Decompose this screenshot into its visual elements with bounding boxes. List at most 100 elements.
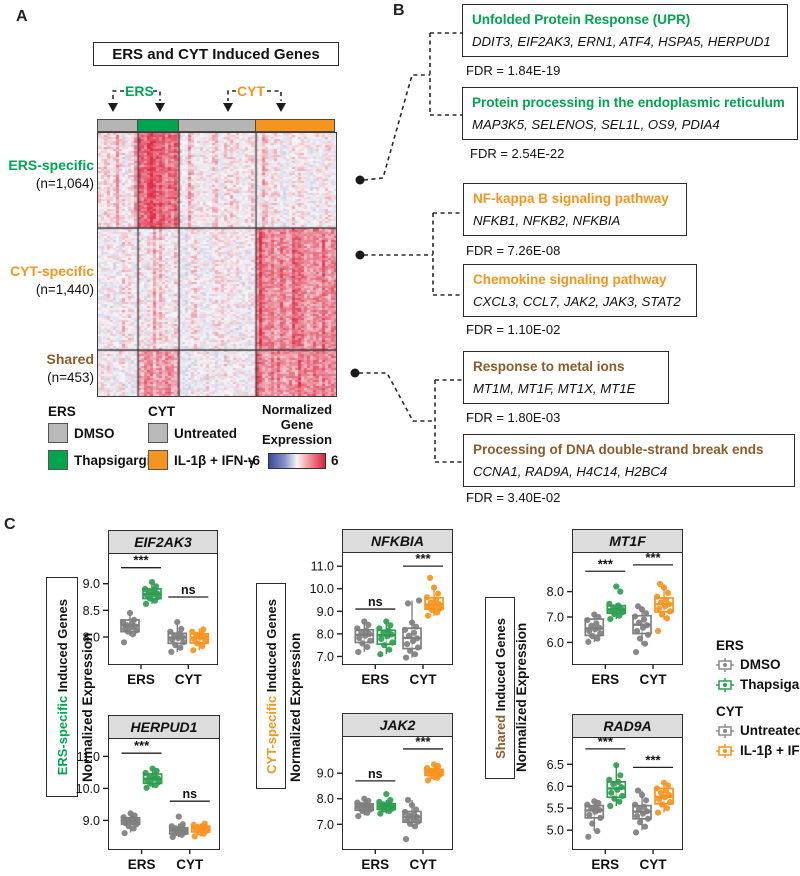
dashed-connectors <box>359 32 463 463</box>
colorbar-gradient <box>268 453 326 469</box>
svg-text:9.0: 9.0 <box>83 814 100 828</box>
svg-text:ERS: ERS <box>361 857 389 872</box>
gene-title-strip: JAK2 <box>343 714 452 737</box>
pathway-box-chemokine: Chemokine signaling pathway CXCL3, CCL7,… <box>463 264 697 317</box>
svg-text:***: *** <box>598 556 614 571</box>
legend-untreated-swatch <box>148 423 168 443</box>
panel-a-label: A <box>16 8 28 25</box>
boxplot-glyph-icon <box>716 657 734 672</box>
fdr-chemokine: FDR = 1.10E-02 <box>466 322 561 337</box>
svg-text:10.0: 10.0 <box>76 782 100 796</box>
svg-text:***: *** <box>415 551 431 566</box>
boxplot-svg: 6.0 7.0 8.0 ERS *** CYT *** <box>547 550 674 687</box>
svg-text:8.0: 8.0 <box>317 792 334 806</box>
svg-text:ns: ns <box>181 583 196 597</box>
svg-text:5.0: 5.0 <box>547 824 564 838</box>
boxplot-glyph-icon <box>716 723 734 738</box>
label-shared-induced-genes: Shared Induced Genes <box>485 597 515 779</box>
svg-text:11.0: 11.0 <box>77 750 100 764</box>
svg-text:5.5: 5.5 <box>547 802 564 816</box>
boxplot-svg: 9.0 10.0 11.0 ERS *** CYT ns <box>76 738 211 872</box>
row-label-cyt-specific: CYT-specific (n=1,440) <box>9 263 94 297</box>
legend-untreated-label: Untreated <box>174 426 238 441</box>
panel-c-legend: ERS DMSO Thapsigargin CYT Untreated IL-1… <box>716 638 800 763</box>
svg-text:8.0: 8.0 <box>83 631 100 645</box>
svg-text:***: *** <box>645 752 661 767</box>
boxplot-svg: 7.0 8.0 9.0 10.0 11.0 ERS ns CYT *** <box>310 551 444 687</box>
header-il1b-ifng-block <box>255 119 335 132</box>
svg-text:ns: ns <box>182 787 197 801</box>
column-arrows <box>108 103 286 112</box>
legend-ers-title: ERS <box>48 404 76 419</box>
svg-text:ERS: ERS <box>127 672 155 687</box>
svg-text:ERS: ERS <box>361 672 389 687</box>
boxplot-svg: 8.0 8.5 9.0 ERS *** CYT ns <box>83 553 210 687</box>
svg-text:ns: ns <box>368 595 383 609</box>
fdr-dna-break: FDR = 3.40E-02 <box>466 490 561 505</box>
svg-text:ERS: ERS <box>591 672 619 687</box>
svg-text:8.0: 8.0 <box>317 627 334 641</box>
gene-title-strip: RAD9A <box>573 715 682 738</box>
boxplot-svg: 7.0 8.0 9.0 ERS ns CYT *** <box>317 734 444 872</box>
colorbar-min-label: -6 <box>248 453 261 468</box>
svg-text:10.0: 10.0 <box>310 582 334 596</box>
gene-title-strip: EIF2AK3 <box>109 531 217 554</box>
colorbar-title-line2: Gene <box>280 417 314 432</box>
fdr-metal-ions: FDR = 1.80E-03 <box>466 410 561 425</box>
panel-c-label: C <box>4 516 16 533</box>
svg-text:***: *** <box>415 734 431 749</box>
label-ers-specific-induced-genes: ERS-specific Induced Genes <box>46 577 78 797</box>
gene-title-strip: HERPUD1 <box>109 716 219 739</box>
svg-text:9.0: 9.0 <box>317 605 334 619</box>
label-cyt-specific-induced-genes: CYT-specific Induced Genes <box>256 583 286 789</box>
legend-item-untreated: Untreated <box>716 723 800 738</box>
colorbar-title-line1: Normalized <box>261 402 333 417</box>
legend-ers-header: ERS <box>716 638 744 653</box>
svg-text:7.0: 7.0 <box>317 650 334 664</box>
legend-cyt-title: CYT <box>148 404 175 419</box>
legend-item-dmso: DMSO <box>716 657 800 672</box>
svg-text:6.0: 6.0 <box>547 780 564 794</box>
svg-text:7.0: 7.0 <box>547 611 564 625</box>
pathway-box-dna-break: Processing of DNA double-strand break en… <box>463 434 795 487</box>
svg-text:***: *** <box>645 550 661 565</box>
svg-text:CYT: CYT <box>175 672 203 687</box>
legend-il1b-ifng-swatch <box>148 450 168 470</box>
ers-group-label: ERS <box>125 83 154 99</box>
svg-text:6.0: 6.0 <box>547 636 564 650</box>
connector-dots <box>350 175 365 378</box>
row-label-ers-specific: ERS-specific (n=1,064) <box>8 157 94 191</box>
legend-item-thapsigargin: Thapsigargin <box>716 677 800 692</box>
legend-cyt-header: CYT <box>716 704 743 719</box>
boxplot-glyph-icon <box>716 743 734 758</box>
svg-text:11.0: 11.0 <box>311 560 334 574</box>
svg-text:CYT: CYT <box>640 857 668 872</box>
gene-title-strip: MT1F <box>573 530 682 553</box>
cyt-group-label: CYT <box>237 83 265 99</box>
boxplot-glyph-icon <box>716 677 734 692</box>
legend-thapsigargin-swatch <box>48 450 68 470</box>
ylabel-col2: Normalized Expression <box>288 632 303 783</box>
header-thapsigargin-block <box>137 119 179 132</box>
gene-title-strip: NFKBIA <box>343 530 452 553</box>
panel-b-label: B <box>393 2 405 19</box>
legend-item-il1b-ifng: IL-1β + IFN-γ <box>716 743 800 758</box>
svg-text:6.5: 6.5 <box>547 758 564 772</box>
svg-text:7.0: 7.0 <box>317 818 334 832</box>
pathway-box-metal-ions: Response to metal ions MT1M, MT1F, MT1X,… <box>463 351 669 404</box>
expression-heatmap <box>97 132 337 397</box>
pathway-box-upr: Unfolded Protein Response (UPR) DDIT3, E… <box>462 4 788 57</box>
legend-dmso-swatch <box>48 423 68 443</box>
svg-text:ERS: ERS <box>591 857 619 872</box>
legend-il1b-ifng-label: IL-1β + IFN-γ <box>174 453 256 468</box>
ylabel-col3: Normalized Expression <box>514 622 529 773</box>
svg-text:8.0: 8.0 <box>547 585 564 599</box>
fdr-upr: FDR = 1.84E-19 <box>466 63 561 78</box>
svg-text:CYT: CYT <box>410 857 438 872</box>
pathway-box-protein-processing: Protein processing in the endoplasmic re… <box>462 87 798 140</box>
svg-text:CYT: CYT <box>176 857 204 872</box>
fdr-protein-processing: FDR = 2.54E-22 <box>470 146 565 161</box>
legend-dmso-label: DMSO <box>74 426 115 441</box>
pathway-box-nfkb: NF-kappa B signaling pathway NFKB1, NFKB… <box>463 183 687 236</box>
